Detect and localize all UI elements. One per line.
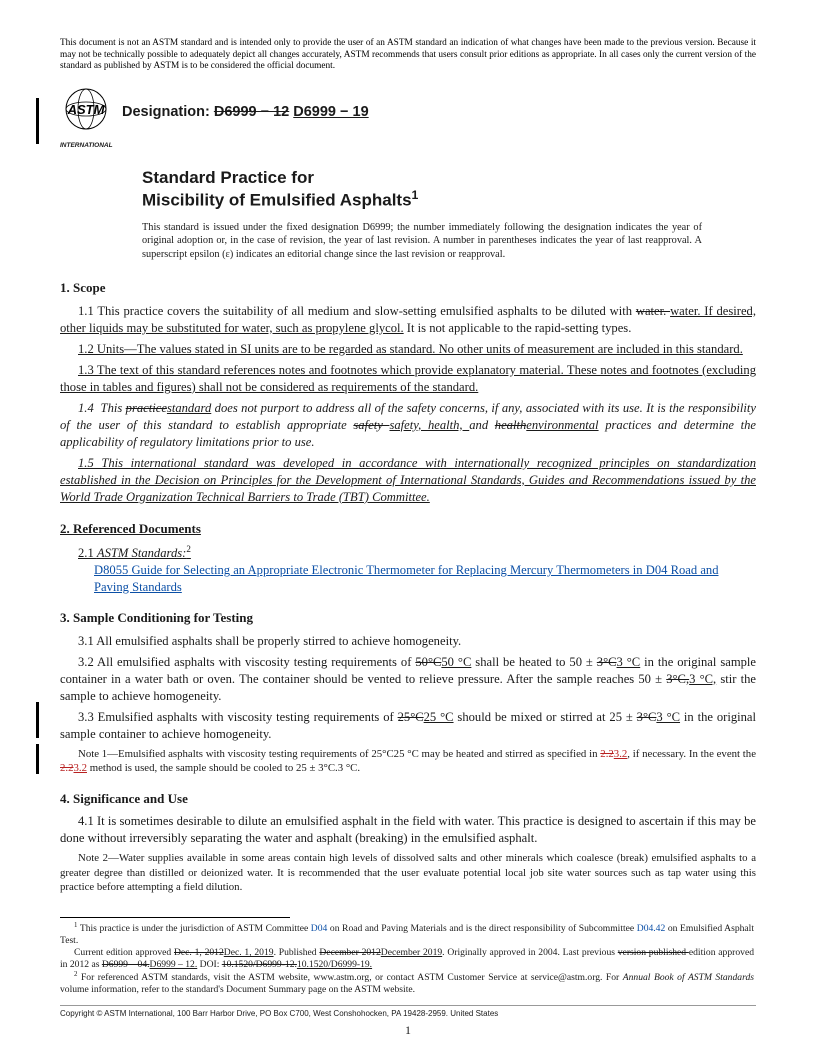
designation-old: D6999 − 12 (214, 104, 289, 120)
para-1-1: 1.1 This practice covers the suitability… (60, 303, 756, 337)
ref-d8055-link[interactable]: D8055 Guide for Selecting an Appropriate… (94, 562, 756, 595)
para-1-5: 1.5 This international standard was deve… (60, 455, 756, 506)
svg-text:ASTM: ASTM (67, 102, 106, 117)
issuance-note: This standard is issued under the fixed … (142, 221, 702, 261)
title-block: Standard Practice for Miscibility of Emu… (142, 167, 756, 211)
para-1-3: 1.3 The text of this standard references… (60, 362, 756, 396)
copyright: Copyright © ASTM International, 100 Barr… (60, 1005, 756, 1020)
para-1-4: 1.4 This practicestandard does not purpo… (60, 400, 756, 451)
footnote-1: 1 This practice is under the jurisdictio… (60, 922, 754, 947)
para-4-1: 4.1 It is sometimes desirable to dilute … (60, 813, 756, 847)
designation-label: Designation: (122, 104, 214, 120)
disclaimer-text: This document is not an ASTM standard an… (60, 38, 756, 73)
link-d04[interactable]: D04 (311, 923, 328, 934)
change-bar (36, 744, 39, 774)
logo-international: INTERNATIONAL (60, 142, 112, 151)
title-line2: Miscibility of Emulsified Asphalts1 (142, 188, 756, 211)
title-line1: Standard Practice for (142, 167, 756, 188)
para-3-1: 3.1 All emulsified asphalts shall be pro… (60, 633, 756, 650)
para-2-1: 2.1 ASTM Standards:2 (60, 543, 756, 562)
note-1: Note 1—Note 1—Emulsified asphalts with v… (60, 747, 756, 776)
footnote-1b: Current edition approved Dec. 1, 2012Dec… (60, 947, 754, 971)
link-d0442[interactable]: D04.42 (637, 923, 666, 934)
section-4-head: 4. Significance and Use (60, 790, 756, 808)
note-2: Note 2—Water supplies available in some … (60, 851, 756, 895)
section-1-head: 1. Scope (60, 279, 756, 297)
header: ASTM INTERNATIONAL Designation: D6999 − … (60, 87, 756, 139)
para-1-2: 1.2 Units—The values stated in SI units … (60, 341, 756, 358)
page-number: 1 (0, 1022, 816, 1038)
change-bar (36, 702, 39, 738)
designation: Designation: D6999 − 12 D6999 − 19 (122, 103, 369, 123)
section-2-head: 2. Referenced Documents (60, 520, 756, 538)
change-bar (36, 98, 39, 144)
astm-logo: ASTM INTERNATIONAL (60, 87, 112, 139)
section-3-head: 3. Sample Conditioning for Testing (60, 609, 756, 627)
para-3-3: 3.3 Emulsified asphalts with viscosity t… (60, 709, 756, 743)
footnote-2: 2 For referenced ASTM standards, visit t… (60, 971, 754, 996)
para-3-2: 3.2 All emulsified asphalts with viscosi… (60, 654, 756, 705)
designation-new: D6999 − 19 (293, 104, 368, 120)
